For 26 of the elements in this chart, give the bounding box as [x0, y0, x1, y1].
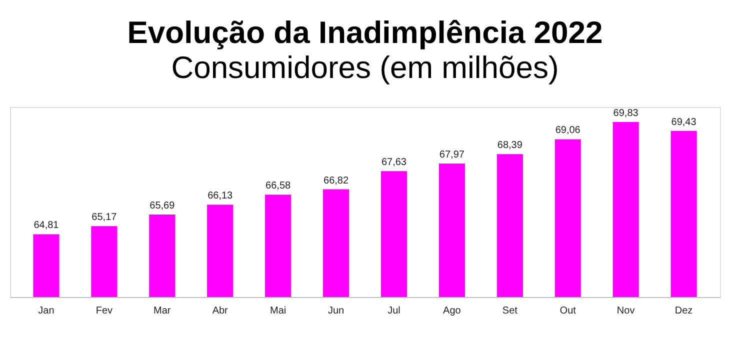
data-label: 66,58 [266, 180, 292, 192]
data-label: 69,06 [555, 125, 581, 136]
x-tick-label: Mai [270, 306, 286, 316]
x-tick-label: Nov [616, 306, 635, 316]
data-label: 66,82 [324, 175, 349, 186]
x-tick-label: Jun [328, 306, 344, 316]
x-tick-label: Jan [38, 306, 54, 316]
chart-title: Evolução da Inadimplência 2022 [127, 15, 603, 50]
x-tick-label: Fev [96, 306, 113, 316]
data-label: 66,13 [208, 190, 234, 202]
x-tick-label: Jul [388, 306, 400, 316]
data-label: 65,69 [150, 200, 176, 212]
x-tick-label: Dez [674, 306, 693, 316]
data-label: 69,43 [671, 116, 697, 128]
chart-subtitle: Consumidores (em milhões) [171, 50, 559, 85]
data-label: 67,63 [381, 157, 407, 168]
data-label: 64,81 [34, 220, 60, 232]
x-tick-label: Ago [443, 306, 462, 316]
data-label: 69,83 [613, 108, 639, 119]
data-label: 68,39 [497, 140, 523, 152]
x-tick-label: Abr [212, 306, 229, 316]
x-tick-label: Set [502, 306, 518, 316]
x-tick-label: Out [560, 306, 576, 316]
x-tick-label: Mar [154, 306, 172, 316]
data-label: 65,17 [92, 212, 118, 224]
data-label: 67,97 [439, 150, 465, 161]
